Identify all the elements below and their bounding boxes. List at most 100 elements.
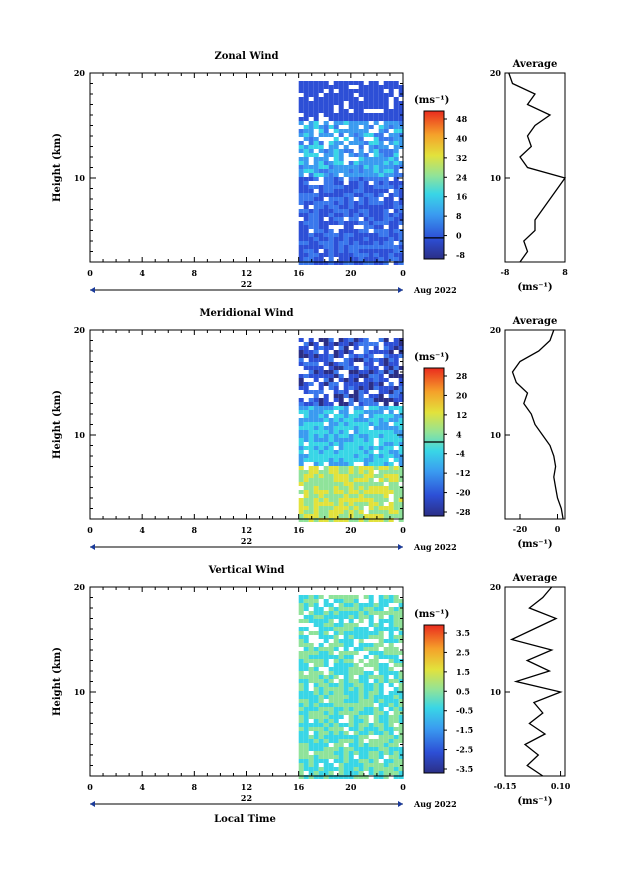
heatmap-cell (338, 486, 344, 490)
heatmap-cell (393, 647, 399, 651)
heatmap-cell (348, 775, 354, 779)
heatmap-cell (308, 771, 314, 775)
heatmap-cell (378, 599, 384, 603)
heatmap-cell (323, 129, 329, 133)
heatmap-cell (343, 647, 349, 651)
heatmap-cell (363, 711, 369, 715)
heatmap-cell (328, 703, 334, 707)
heatmap-cell (378, 241, 384, 245)
heatmap-cell (313, 358, 319, 362)
heatmap-cell (308, 225, 314, 229)
heatmap-cell (388, 185, 394, 189)
heatmap-cell (308, 221, 314, 225)
heatmap-cell (358, 93, 364, 97)
heatmap-cell (378, 229, 384, 233)
heatmap-cell (383, 253, 389, 257)
heatmap-cell (328, 723, 334, 727)
colorbar-tick-label: -1.5 (456, 725, 473, 735)
heatmap-cell (353, 346, 359, 350)
heatmap-cell (308, 418, 314, 422)
heatmap-cell (368, 510, 374, 514)
heatmap-cell (328, 426, 334, 430)
heatmap-cell (353, 715, 359, 719)
heatmap-cell (358, 193, 364, 197)
heatmap-cell (333, 486, 339, 490)
heatmap-cell (328, 374, 334, 378)
heatmap-cell (328, 173, 334, 177)
heatmap-cell (363, 366, 369, 370)
heatmap-cell (348, 101, 354, 105)
heatmap-cell (353, 125, 359, 129)
heatmap-cell (358, 197, 364, 201)
heatmap-cell (303, 434, 309, 438)
y-axis-label: Height (km) (52, 647, 63, 716)
heatmap-cell (358, 426, 364, 430)
heatmap-cell (338, 715, 344, 719)
heatmap-cell (363, 390, 369, 394)
heatmap-cell (398, 751, 404, 755)
heatmap-cell (358, 149, 364, 153)
heatmap-cell (393, 639, 399, 643)
heatmap-cell (358, 470, 364, 474)
heatmap-cell (348, 755, 354, 759)
heatmap-cell (358, 735, 364, 739)
heatmap-cell (368, 623, 374, 627)
heatmap-cell (353, 414, 359, 418)
heatmap-cell (353, 430, 359, 434)
heatmap-cell (348, 342, 354, 346)
heatmap-cell (373, 97, 379, 101)
heatmap-cell (333, 177, 339, 181)
heatmap-cell (303, 374, 309, 378)
heatmap-cell (363, 611, 369, 615)
heatmap-cell (298, 599, 304, 603)
heatmap-cell (303, 615, 309, 619)
heatmap-cell (393, 358, 399, 362)
heatmap-cell (308, 149, 314, 153)
heatmap-cell (353, 153, 359, 157)
date-label: Aug 2022 (413, 542, 457, 552)
heatmap-cell (348, 607, 354, 611)
heatmap-cell (383, 233, 389, 237)
heatmap-cell (348, 623, 354, 627)
heatmap-cell (393, 221, 399, 225)
heatmap-cell (318, 719, 324, 723)
heatmap-cell (393, 595, 399, 599)
heatmap-cell (328, 406, 334, 410)
heatmap-cell (308, 699, 314, 703)
heatmap-cell (328, 466, 334, 470)
heatmap-cell (383, 655, 389, 659)
heatmap-cell (313, 731, 319, 735)
heatmap-cell (318, 253, 324, 257)
heatmap-cell (343, 498, 349, 502)
heatmap-cell (358, 177, 364, 181)
heatmap-cell (398, 85, 404, 89)
heatmap-cell (393, 181, 399, 185)
heatmap-cell (313, 699, 319, 703)
heatmap-cell (333, 775, 339, 779)
heatmap-cell (363, 193, 369, 197)
heatmap-cell (303, 603, 309, 607)
heatmap-cell (298, 81, 304, 85)
heatmap-cell (333, 442, 339, 446)
heatmap-cell (398, 615, 404, 619)
heatmap-cell (313, 498, 319, 502)
heatmap-cell (353, 631, 359, 635)
heatmap-cell (368, 133, 374, 137)
heatmap-cell (328, 378, 334, 382)
heatmap-cell (313, 771, 319, 775)
heatmap-cell (313, 462, 319, 466)
heatmap-cell (388, 502, 394, 506)
panel-title: Vertical Wind (208, 565, 285, 576)
heatmap-cell (298, 89, 304, 93)
heatmap-cell (383, 478, 389, 482)
heatmap-cell (373, 518, 379, 522)
heatmap-cell (338, 221, 344, 225)
heatmap-cell (378, 643, 384, 647)
heatmap-cell (398, 350, 404, 354)
heatmap-cell (378, 514, 384, 518)
heatmap-cell (358, 406, 364, 410)
heatmap-cell (378, 751, 384, 755)
heatmap-cell (313, 671, 319, 675)
heatmap-cell (318, 514, 324, 518)
